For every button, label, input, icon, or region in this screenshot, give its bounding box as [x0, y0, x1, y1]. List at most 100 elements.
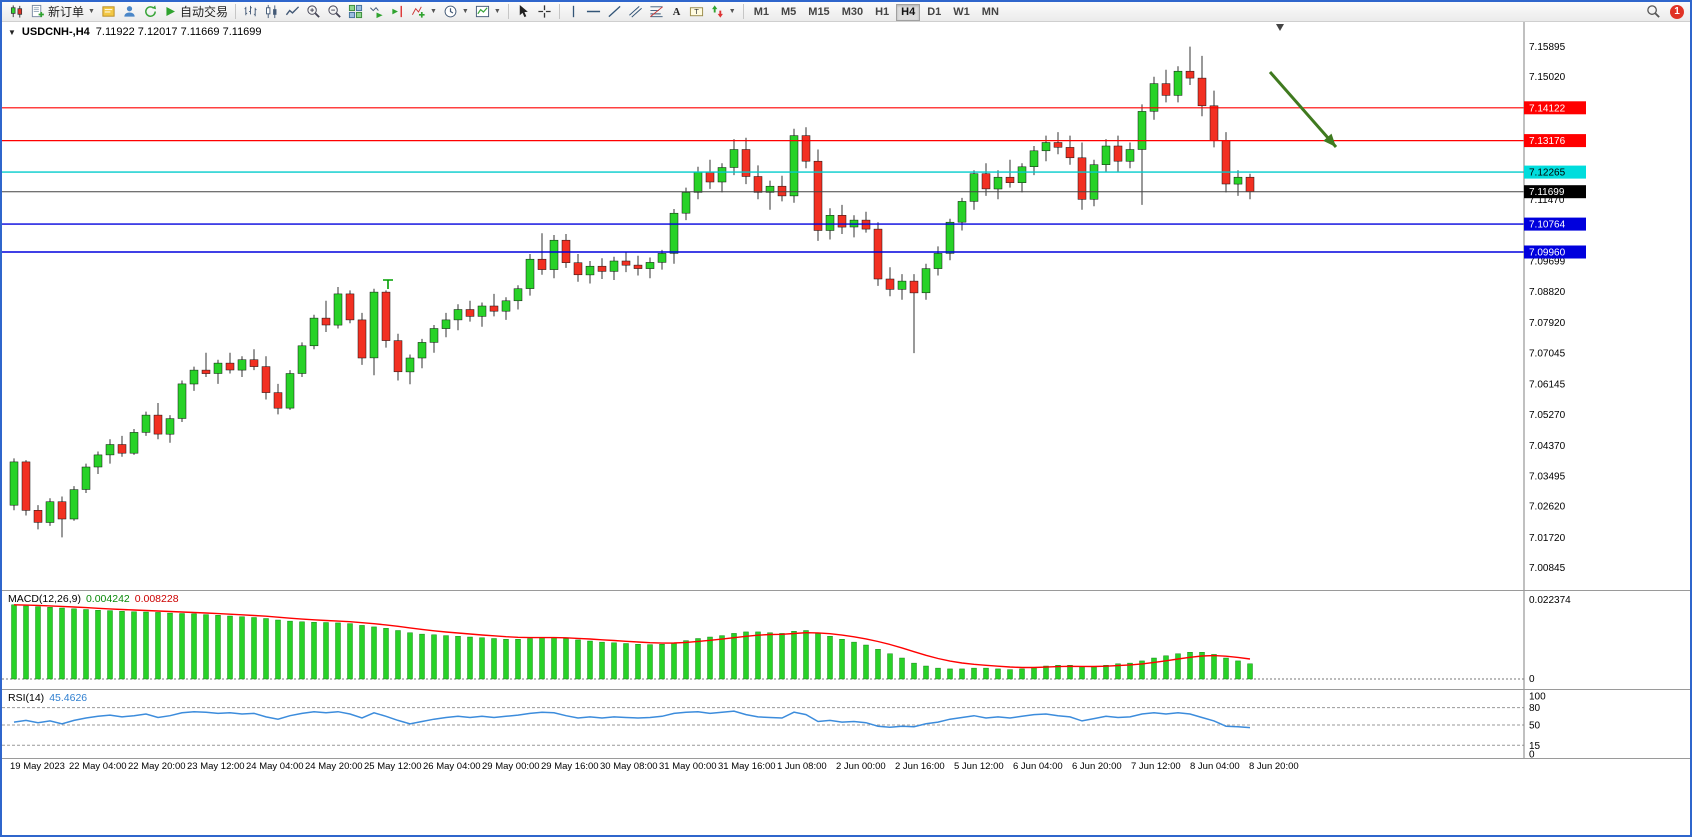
svg-text:7.15895: 7.15895 — [1529, 42, 1566, 53]
timeframe-h1[interactable]: H1 — [870, 4, 894, 21]
svg-text:7.04370: 7.04370 — [1529, 441, 1566, 452]
timeframe-m30[interactable]: M30 — [837, 4, 868, 21]
auto-scroll-button[interactable] — [366, 3, 387, 21]
zoom-out-button[interactable] — [324, 3, 345, 21]
time-label: 31 May 00:00 — [659, 761, 717, 772]
timeframe-w1[interactable]: W1 — [948, 4, 975, 21]
toolbar-separator — [558, 4, 560, 19]
time-label: 26 May 04:00 — [423, 761, 481, 772]
search-button[interactable] — [1643, 3, 1664, 21]
timeframe-group: M1 M5 M15 M30 H1 H4 D1 W1 MN — [748, 2, 1005, 21]
macd-name: MACD(12,26,9) — [8, 593, 81, 605]
time-label: 23 May 12:00 — [187, 761, 245, 772]
svg-text:7.10764: 7.10764 — [1529, 220, 1566, 231]
horizontal-line-tool-button[interactable] — [583, 3, 604, 21]
periods-button[interactable]: ▼ — [440, 3, 472, 21]
svg-text:7.07045: 7.07045 — [1529, 348, 1566, 359]
price-axis[interactable] — [1524, 22, 1690, 758]
svg-text:7.06145: 7.06145 — [1529, 380, 1566, 391]
chart-shift-button[interactable] — [387, 3, 408, 21]
channel-tool-button[interactable] — [625, 3, 646, 21]
candlestick-chart-icon — [10, 5, 23, 18]
horizontal-line-icon — [586, 10, 600, 13]
time-axis[interactable]: 19 May 2023 22 May 04:00 22 May 20:00 23 Ma… — [2, 759, 1690, 775]
template-icon — [475, 5, 489, 18]
indicators-button[interactable]: ▼ — [408, 3, 440, 21]
trendline-icon — [608, 5, 621, 18]
pane-separator-macd[interactable] — [2, 590, 1690, 591]
cursor-button[interactable] — [513, 3, 534, 21]
bar-chart-type-button[interactable] — [240, 3, 261, 21]
metaeditor-button[interactable] — [98, 3, 119, 21]
chart-header: ▼ USDCNH-,H4 7.11922 7.12017 7.11669 7.1… — [8, 26, 262, 38]
crosshair-button[interactable] — [534, 3, 555, 21]
arrows-tool-button[interactable]: ▼ — [707, 3, 739, 21]
collapse-triangle-icon[interactable]: ▼ — [8, 27, 16, 37]
community-button[interactable] — [119, 3, 140, 21]
svg-text:15: 15 — [1529, 741, 1541, 752]
rsi-indicator-label: RSI(14) 45.4626 — [8, 692, 87, 704]
tile-windows-icon — [348, 4, 363, 19]
auto-trading-button[interactable]: 自动交易 — [161, 3, 231, 21]
timeframe-h4[interactable]: H4 — [896, 3, 921, 21]
new-order-icon — [31, 4, 44, 18]
time-label: 22 May 04:00 — [69, 761, 127, 772]
equidistant-channel-icon — [628, 5, 642, 18]
time-label: 29 May 16:00 — [541, 761, 599, 772]
fibonacci-tool-button[interactable] — [646, 3, 667, 21]
svg-text:100: 100 — [1529, 692, 1546, 703]
svg-text:7.11470: 7.11470 — [1529, 195, 1565, 206]
timeframe-m5[interactable]: M5 — [776, 4, 801, 21]
time-label: 25 May 12:00 — [364, 761, 422, 772]
timeframe-mn[interactable]: MN — [977, 4, 1004, 21]
refresh-button[interactable] — [140, 3, 161, 21]
pane-separator-rsi[interactable] — [2, 689, 1690, 690]
text-label-tool-button[interactable]: T — [686, 3, 707, 21]
trendline-tool-button[interactable] — [604, 3, 625, 21]
new-order-button[interactable]: 新订单 ▼ — [27, 3, 98, 21]
timeframe-m15[interactable]: M15 — [803, 4, 834, 21]
time-label: 1 Jun 08:00 — [777, 761, 827, 772]
svg-text:7.13176: 7.13176 — [1529, 136, 1566, 147]
candle-chart-type-button[interactable] — [261, 3, 282, 21]
time-label: 19 May 2023 — [10, 761, 65, 772]
metaeditor-icon — [102, 6, 115, 17]
svg-text:7.08820: 7.08820 — [1529, 287, 1566, 298]
toolbar: 新订单 ▼ 自动交易 — [2, 2, 1690, 22]
timeframe-m1[interactable]: M1 — [749, 4, 774, 21]
line-chart-icon — [285, 6, 300, 16]
svg-text:T: T — [694, 7, 699, 16]
notification-badge[interactable]: 1 — [1670, 4, 1684, 19]
svg-text:7.15020: 7.15020 — [1529, 72, 1566, 83]
search-icon — [1647, 5, 1660, 18]
pane-separator-timeaxis[interactable] — [2, 758, 1690, 759]
macd-pane[interactable]: 0.022374 0 — [2, 591, 1690, 689]
chevron-down-icon: ▼ — [429, 8, 437, 15]
line-chart-type-button[interactable] — [282, 3, 303, 21]
svg-text:0: 0 — [1529, 750, 1535, 759]
templates-button[interactable]: ▼ — [472, 3, 504, 21]
time-label: 8 Jun 20:00 — [1249, 761, 1299, 772]
time-label: 5 Jun 12:00 — [954, 761, 1004, 772]
text-tool-button[interactable]: A — [667, 3, 686, 21]
tile-windows-button[interactable] — [345, 3, 366, 21]
vertical-line-tool-button[interactable] — [564, 3, 583, 21]
zoom-in-button[interactable] — [303, 3, 324, 21]
crosshair-icon — [538, 5, 551, 18]
refresh-icon — [145, 5, 156, 17]
time-label: 29 May 00:00 — [482, 761, 540, 772]
charts-menu-button[interactable] — [6, 3, 27, 21]
time-label: 7 Jun 12:00 — [1131, 761, 1181, 772]
main-chart-pane[interactable]: 7.15895 7.15020 7.11470 7.09699 7.08820 7.079… — [2, 22, 1690, 590]
zoom-in-icon — [307, 5, 320, 18]
svg-text:7.12265: 7.12265 — [1529, 168, 1566, 179]
svg-text:7.14122: 7.14122 — [1529, 103, 1566, 114]
svg-text:A: A — [672, 7, 680, 18]
chevron-down-icon: ▼ — [728, 8, 736, 15]
auto-trading-label: 自动交易 — [179, 5, 228, 19]
time-label: 30 May 08:00 — [600, 761, 658, 772]
timeframe-d1[interactable]: D1 — [922, 4, 946, 21]
arrows-icon — [711, 5, 723, 18]
chart-ohlc-values: 7.11922 7.12017 7.11669 7.11699 — [95, 26, 262, 38]
